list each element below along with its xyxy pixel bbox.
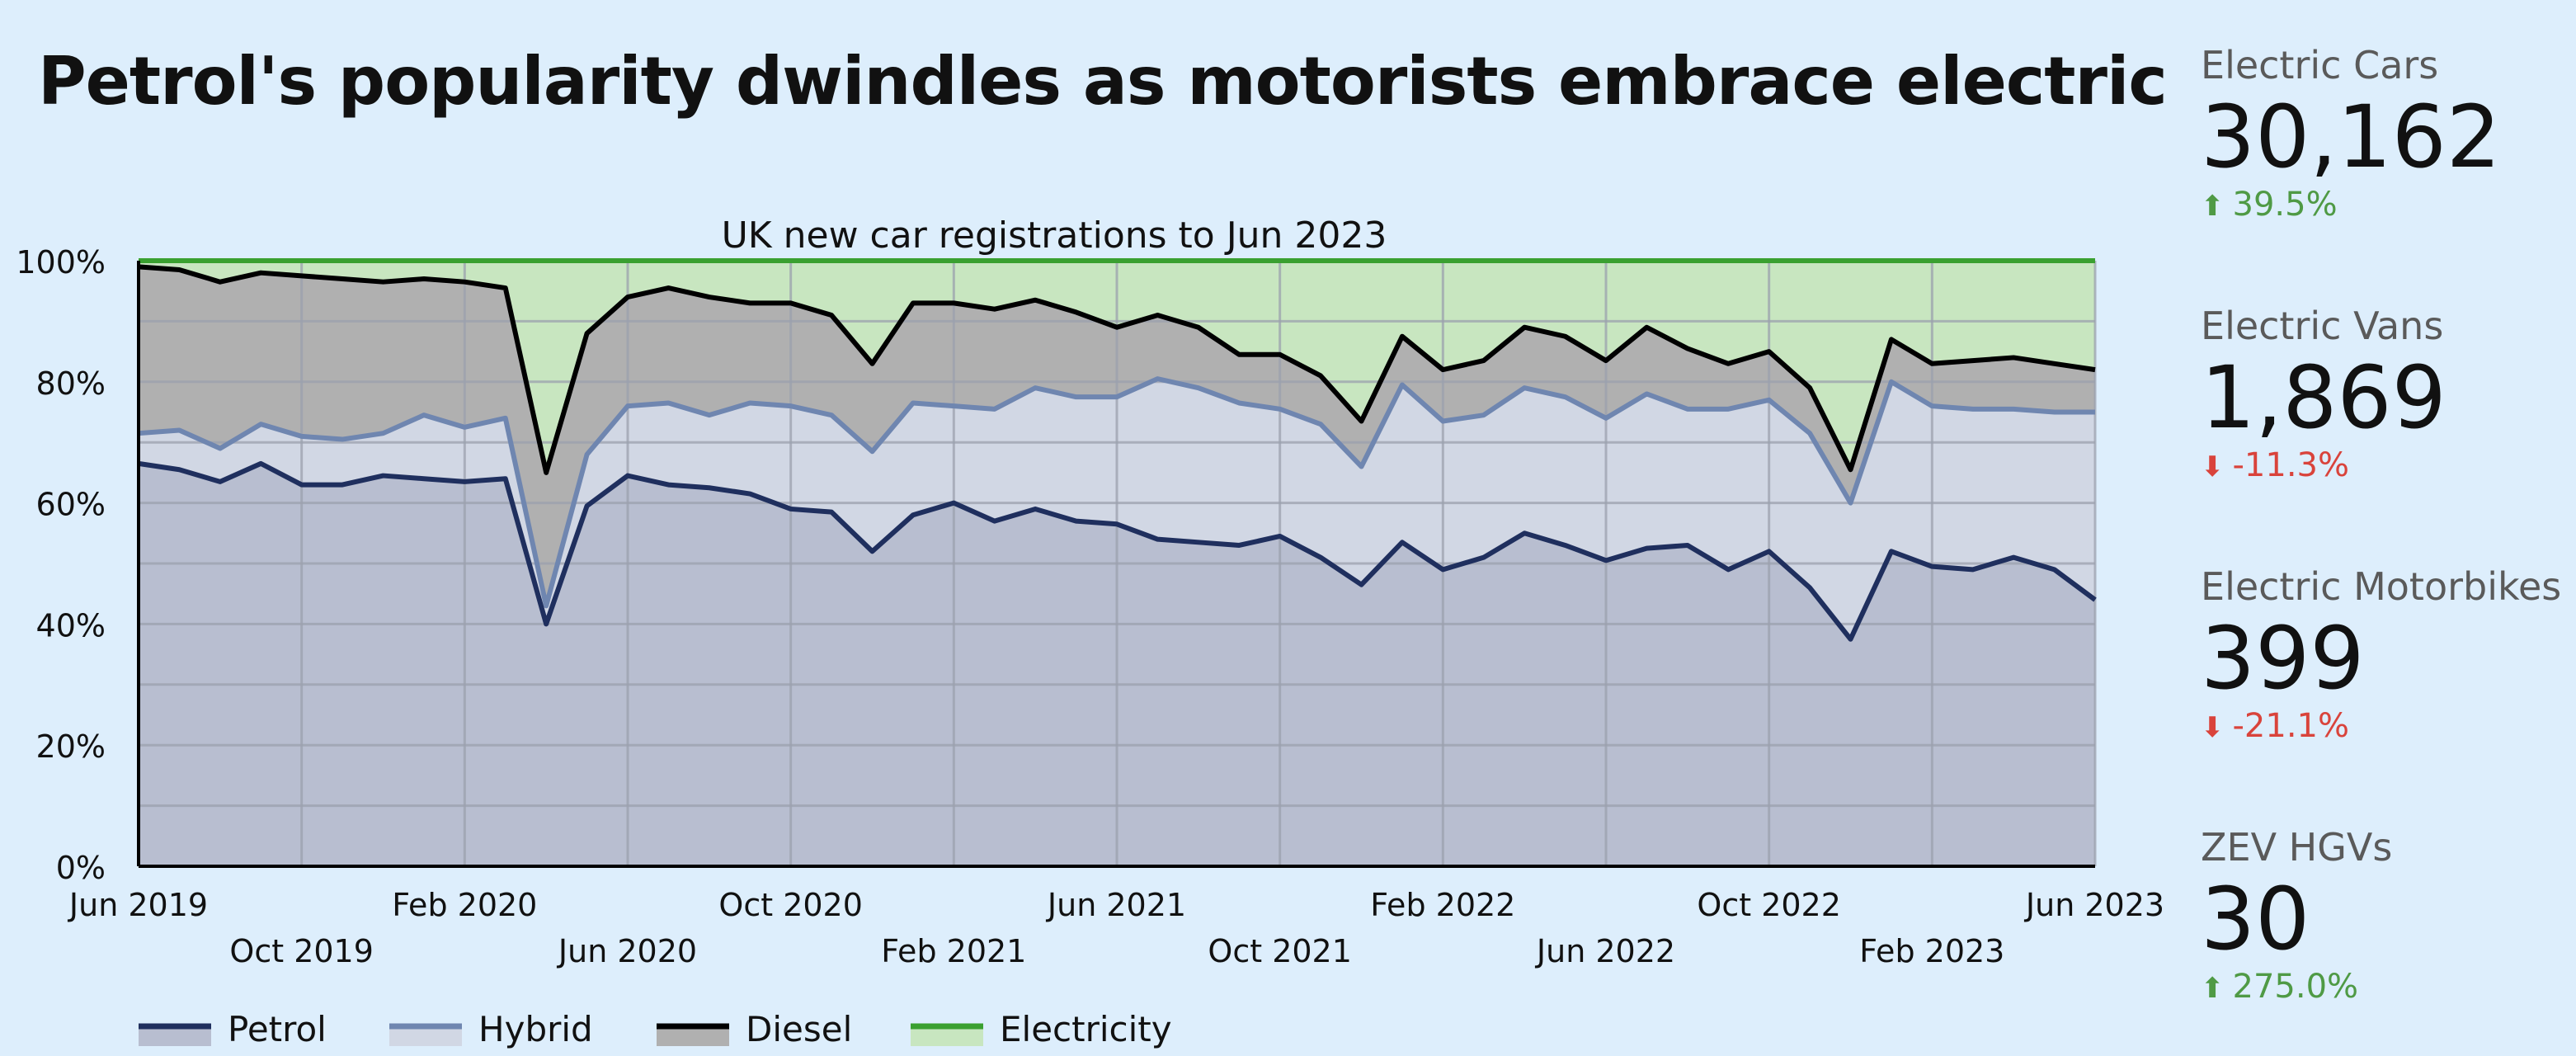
page-title: Petrol's popularity dwindles as motorist…: [38, 43, 2168, 120]
kpi-label: Electric Cars: [2201, 43, 2439, 87]
legend-swatch-petrol: [139, 1026, 211, 1046]
kpi-label: Electric Vans: [2201, 304, 2444, 348]
x-tick-label: Oct 2022: [1697, 887, 1841, 923]
y-tick-label: 80%: [36, 365, 106, 402]
kpi-change-value: -21.1%: [2232, 707, 2350, 746]
y-tick-label: 20%: [36, 728, 106, 765]
kpi-electric-motorbikes: Electric Motorbikes 399 ⬇ -21.1%: [2201, 564, 2561, 745]
hybrid-line: [138, 376, 2095, 609]
x-tick-label: Feb 2022: [1370, 887, 1515, 923]
y-tick-label: 0%: [56, 850, 106, 886]
kpi-zev-hgvs: ZEV HGVs 30 ⬆ 275.0%: [2201, 825, 2392, 1006]
kpi-change: ⬆ 275.0%: [2201, 968, 2392, 1006]
legend-label-hybrid: Hybrid: [478, 1009, 593, 1049]
kpi-electric-vans: Electric Vans 1,869 ⬇ -11.3%: [2201, 304, 2446, 484]
chart-subtitle: UK new car registrations to Jun 2023: [722, 214, 1387, 257]
kpi-change: ⬇ -11.3%: [2201, 446, 2446, 484]
x-tick-label: Jun 2019: [68, 887, 208, 923]
y-tick-label: 60%: [36, 487, 106, 523]
legend-label-petrol: Petrol: [228, 1009, 327, 1049]
x-tick-label: Jun 2020: [557, 933, 697, 969]
kpi-label: Electric Motorbikes: [2201, 564, 2562, 609]
y-tick-label: 40%: [36, 607, 106, 644]
y-tick-label: 100%: [16, 244, 106, 280]
registrations-chart: UK new car registrations to Jun 2023 0% 20…: [16, 214, 2164, 1049]
x-tick-label: Oct 2020: [718, 887, 863, 923]
x-tick-label: Jun 2021: [1046, 887, 1186, 923]
kpi-change-value: -11.3%: [2232, 446, 2350, 485]
legend-swatch-electricity: [911, 1026, 983, 1046]
kpi-value: 30: [2201, 869, 2310, 969]
kpi-change: ⬇ -21.1%: [2201, 707, 2561, 745]
x-tick-label: Oct 2019: [229, 933, 374, 969]
kpi-value: 1,869: [2201, 347, 2446, 448]
kpi-change: ⬆ 39.5%: [2201, 186, 2501, 224]
legend-label-diesel: Diesel: [746, 1009, 852, 1049]
arrow-down-icon: ⬇: [2201, 711, 2225, 745]
arrow-down-icon: ⬇: [2201, 450, 2225, 484]
kpi-change-value: 39.5%: [2232, 186, 2338, 224]
kpi-value: 399: [2201, 608, 2365, 709]
kpi-change-value: 275.0%: [2232, 968, 2359, 1006]
x-tick-label: Feb 2020: [392, 887, 537, 923]
diesel-line: [138, 264, 2096, 475]
kpi-label: ZEV HGVs: [2201, 825, 2393, 870]
legend-swatch-diesel: [657, 1026, 729, 1046]
legend-label-electricity: Electricity: [1000, 1009, 1172, 1049]
x-tick-label: Jun 2022: [1535, 933, 1675, 969]
arrow-up-icon: ⬆: [2201, 972, 2225, 1006]
kpi-electric-cars: Electric Cars 30,162 ⬆ 39.5%: [2201, 43, 2501, 224]
legend-swatch-hybrid: [389, 1026, 462, 1046]
kpi-value: 30,162: [2201, 87, 2501, 187]
arrow-up-icon: ⬆: [2201, 190, 2225, 224]
x-tick-label: Oct 2021: [1208, 933, 1352, 969]
x-tick-label: Feb 2021: [881, 933, 1026, 969]
x-tick-label: Jun 2023: [2024, 887, 2164, 923]
petrol-line: [138, 460, 2097, 642]
x-tick-label: Feb 2023: [1859, 933, 2004, 969]
